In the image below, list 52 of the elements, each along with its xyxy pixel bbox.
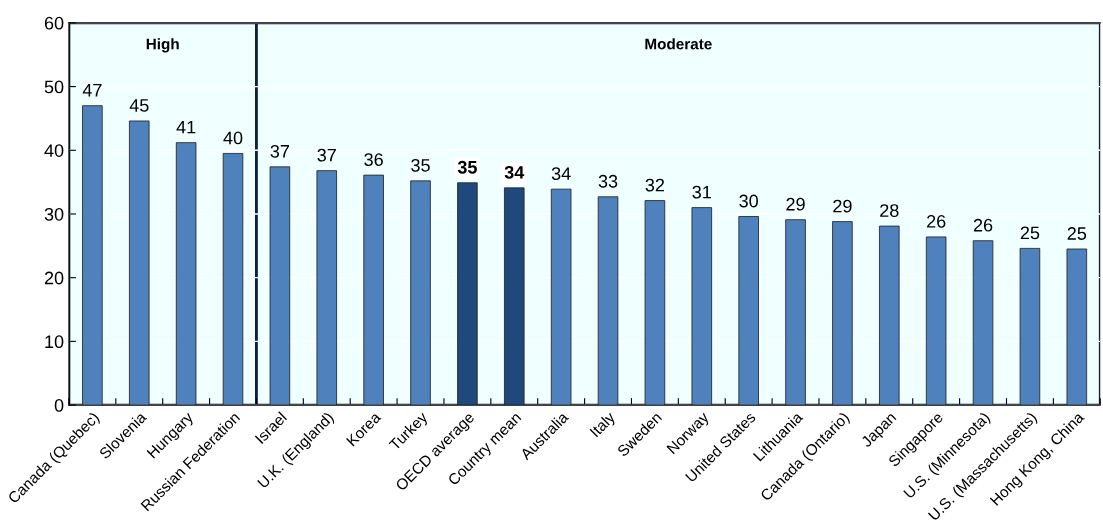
data-label: 25 xyxy=(1020,226,1040,240)
data-label: 31 xyxy=(692,185,711,199)
bar xyxy=(128,120,150,406)
bar xyxy=(879,225,900,406)
data-label: 32 xyxy=(645,178,665,192)
data-label: 29 xyxy=(786,197,805,211)
bar xyxy=(1019,247,1041,406)
data-label: 34 xyxy=(551,167,571,181)
data-label: 28 xyxy=(880,204,899,217)
data-label: 30 xyxy=(739,194,758,208)
band-label: High xyxy=(146,38,179,53)
bar xyxy=(691,207,713,406)
data-label: 26 xyxy=(973,218,993,232)
y-tick-label: 30 xyxy=(44,207,64,221)
y-tick-label: 20 xyxy=(44,271,64,285)
data-label: 37 xyxy=(317,148,336,162)
bar xyxy=(1066,248,1088,406)
bar xyxy=(972,240,994,406)
data-label: 35 xyxy=(457,160,477,174)
data-label: 26 xyxy=(927,215,946,228)
bar xyxy=(738,216,759,406)
y-tick-label: 50 xyxy=(44,80,64,94)
bar xyxy=(925,236,947,406)
data-label: 40 xyxy=(223,131,243,145)
bar xyxy=(82,105,103,406)
bar xyxy=(644,200,666,406)
y-tick-label: 40 xyxy=(44,144,64,157)
data-label: 34 xyxy=(504,165,525,179)
bar xyxy=(785,219,806,406)
y-tick-label: 10 xyxy=(45,335,64,349)
y-tick-label: 60 xyxy=(44,16,64,30)
data-label: 45 xyxy=(129,99,149,112)
band-label: Moderate xyxy=(645,38,712,50)
data-label: 35 xyxy=(411,158,430,172)
data-label: 25 xyxy=(1067,227,1087,240)
x-tick-label: Italy xyxy=(589,410,619,440)
data-label: 37 xyxy=(270,144,290,158)
bar xyxy=(832,221,853,406)
data-label: 41 xyxy=(176,120,196,134)
bar xyxy=(550,188,572,406)
data-label: 36 xyxy=(364,153,383,166)
data-label: 29 xyxy=(833,199,852,213)
bar xyxy=(175,142,197,406)
bar xyxy=(597,196,619,406)
bar xyxy=(269,166,291,406)
data-label: 33 xyxy=(598,174,618,188)
bar xyxy=(363,174,384,406)
bar xyxy=(316,170,338,406)
data-label: 47 xyxy=(82,83,102,97)
bar xyxy=(410,180,431,406)
y-tick-label: 0 xyxy=(54,399,64,412)
bar xyxy=(222,153,244,406)
